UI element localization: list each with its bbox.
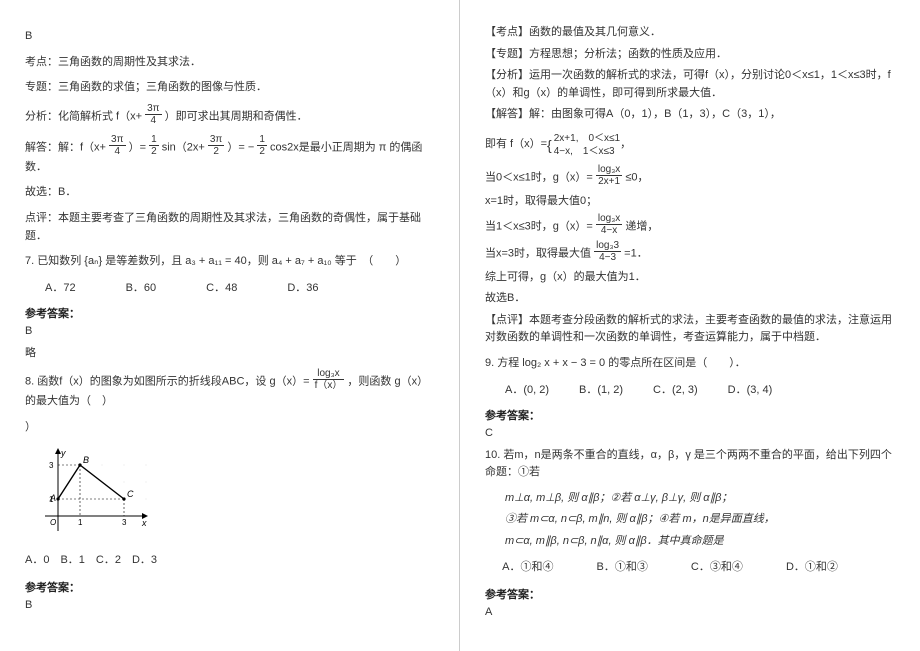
ans8: B bbox=[25, 599, 434, 611]
r-jieda-g: 综上可得，g（x）的最大值为1． bbox=[485, 269, 895, 287]
zhuanti: 专题：三角函数的求值；三角函数的图像与性质． bbox=[25, 79, 434, 97]
q9-options: A．(0, 2) B．(1, 2) C．(2, 3) D．(3, 4) bbox=[505, 381, 895, 397]
fenxi-a: 分析：化简解析式 f（x+ bbox=[25, 110, 145, 122]
svg-text:y: y bbox=[60, 448, 66, 458]
svg-text:3: 3 bbox=[122, 518, 127, 527]
kaodian: 考点：三角函数的周期性及其求法． bbox=[25, 54, 434, 72]
brace-icon: { bbox=[547, 134, 552, 156]
q8-stem: 8. 函数f（x）的图象为如图所示的折线段ABC，设 g（x）= log₃xf（… bbox=[25, 370, 434, 411]
frac-g: log₃xf（x） bbox=[313, 368, 345, 391]
q10-opt-d: D．①和② bbox=[786, 559, 838, 577]
q10-l2: ③若 m⊂α, n⊂β, m∥n, 则 α∥β；④若 m，n是异面直线， bbox=[485, 511, 895, 529]
frac-4: 3π2 bbox=[208, 134, 224, 157]
frac-3: 12 bbox=[149, 134, 159, 157]
q7-opt-b: B．60 bbox=[126, 279, 157, 295]
frac-r1: log₃x2x+1 bbox=[596, 164, 622, 187]
q7-opt-a: A．72 bbox=[45, 279, 76, 295]
svg-text:C: C bbox=[127, 489, 134, 499]
frac-r3: log₃34−3 bbox=[594, 240, 621, 263]
frac-1: 3π4 bbox=[145, 103, 161, 126]
r-jieda-b: 即有 f（x）= { 2x+1, 0＜x≤1 4−x, 1＜x≤3 ， bbox=[485, 132, 631, 158]
ans9: C bbox=[485, 427, 895, 439]
r-dianping: 【点评】本题考查分段函数的解析式的求法，主要考查函数的最值的求法，注意运用对数函… bbox=[485, 312, 895, 347]
q9-opt-b: B．(1, 2) bbox=[579, 381, 623, 397]
frac-5: 12 bbox=[257, 134, 267, 157]
q9-opt-d: D．(3, 4) bbox=[728, 381, 773, 397]
fenxi: 分析：化简解析式 f（x+ 3π4 ）即可求出其周期和奇偶性． bbox=[25, 105, 434, 128]
prev-answer: B bbox=[25, 28, 434, 46]
q7-stem: 7. 已知数列 {aₙ} 是等差数列，且 a₃ + a₁₁ = 40，则 a₄ … bbox=[25, 253, 434, 271]
r-jieda-a: 【解答】解：由图象可得A（0，1），B（1，3），C（3，1）， bbox=[485, 106, 895, 124]
svg-text:B: B bbox=[83, 455, 89, 465]
q10-opt-c: C．③和④ bbox=[691, 559, 743, 577]
r-jieda-c: 当0＜x≤1时，g（x）= log₃x2x+1 ≤0， bbox=[485, 166, 895, 189]
q8-paren: ） bbox=[25, 419, 434, 437]
ans10: A bbox=[485, 606, 895, 618]
q8-options: A．0 B．1 C．2 D．3 bbox=[25, 552, 434, 570]
q9-stem: 9. 方程 log₂ x + x − 3 = 0 的零点所在区间是（ ）． bbox=[485, 355, 895, 373]
r-jieda-e: 当1＜x≤3时，g（x）= log₃x4−x 递增， bbox=[485, 215, 895, 238]
svg-text:3: 3 bbox=[49, 461, 54, 470]
r-jieda-d: x=1时，取得最大值0； bbox=[485, 193, 895, 211]
r-jieda-h: 故选B． bbox=[485, 290, 895, 308]
q7-opt-d: D．36 bbox=[287, 279, 318, 295]
q10-opt-a: A．①和④ bbox=[502, 559, 553, 577]
q10-l1: m⊥α, m⊥β, 则 α∥β；②若 α⊥γ, β⊥γ, 则 α∥β； bbox=[485, 490, 895, 508]
ans7-note: 略 bbox=[25, 345, 434, 363]
svg-text:x: x bbox=[141, 518, 147, 528]
ans9-label: 参考答案： bbox=[485, 407, 895, 423]
guxuan: 故选：B． bbox=[25, 184, 434, 202]
q7-opt-c: C．48 bbox=[206, 279, 237, 295]
r-kaodian: 【考点】函数的最值及其几何意义． bbox=[485, 24, 895, 42]
svg-text:1: 1 bbox=[78, 518, 83, 527]
frac-2: 3π4 bbox=[109, 134, 125, 157]
q10-opt-b: B．①和③ bbox=[597, 559, 648, 577]
fenxi-b: ）即可求出其周期和奇偶性． bbox=[165, 110, 308, 122]
r-jieda-f: 当x=3时，取得最大值 log₃34−3 =1． bbox=[485, 242, 895, 265]
q9-opt-c: C．(2, 3) bbox=[653, 381, 698, 397]
r-zhuanti: 【专题】方程思想；分析法；函数的性质及应用． bbox=[485, 46, 895, 64]
svg-text:1: 1 bbox=[49, 495, 54, 504]
ans7: B bbox=[25, 325, 434, 337]
q10-stem: 10. 若m，n是两条不重合的直线，α，β，γ 是三个两两不重合的平面，给出下列… bbox=[485, 447, 895, 482]
ans10-label: 参考答案： bbox=[485, 586, 895, 602]
q8-chart: ABC1313yxO bbox=[40, 446, 150, 536]
q10-l3: m⊂α, m∥β, n⊂β, n∥α, 则 α∥β．其中真命题是 bbox=[485, 533, 895, 551]
frac-r2: log₃x4−x bbox=[596, 213, 622, 236]
svg-text:O: O bbox=[50, 518, 56, 527]
q9-opt-a: A．(0, 2) bbox=[505, 381, 549, 397]
ans8-label: 参考答案： bbox=[25, 579, 434, 595]
dianping: 点评：本题主要考查了三角函数的周期性及其求法，三角函数的奇偶性，属于基础题． bbox=[25, 210, 434, 245]
ans7-label: 参考答案： bbox=[25, 305, 434, 321]
q7-options: A．72 B．60 C．48 D．36 bbox=[45, 279, 434, 295]
r-fenxi: 【分析】运用一次函数的解析式的求法，可得f（x），分别讨论0＜x≤1，1＜x≤3… bbox=[485, 67, 895, 102]
q10-options: A．①和④ B．①和③ C．③和④ D．①和② bbox=[485, 559, 895, 577]
jieda: 解答：解：f（x+ 3π4 ）= 12 sin（2x+ 3π2 ）= − 12 … bbox=[25, 136, 434, 177]
